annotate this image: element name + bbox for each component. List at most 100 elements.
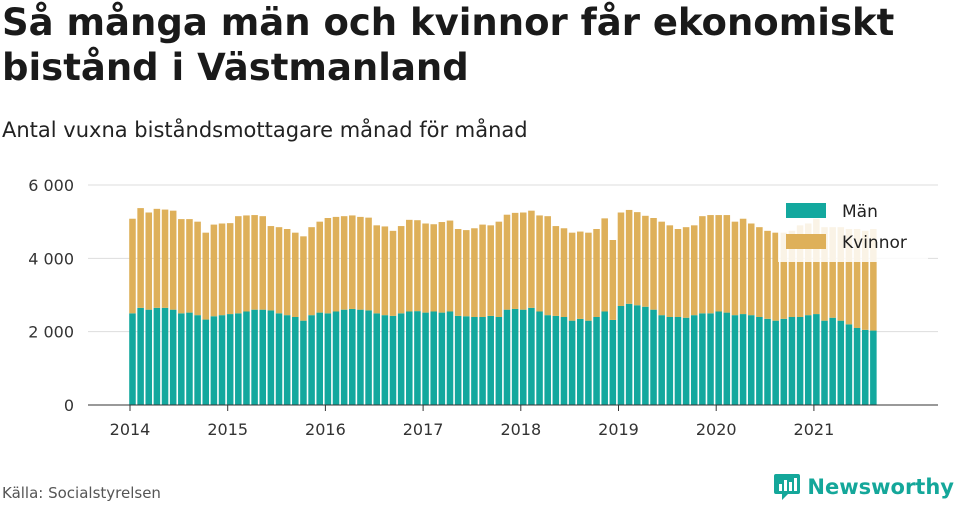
bar-women <box>780 232 788 319</box>
bar-women <box>552 226 560 316</box>
bar-men <box>381 315 389 405</box>
bar-women <box>739 218 747 315</box>
bar-women <box>430 224 437 312</box>
brand-logo: Newsworthy <box>773 472 954 502</box>
x-tick-label: 2017 <box>403 420 444 439</box>
bar-women <box>243 215 250 312</box>
bar-women <box>129 218 136 314</box>
bar-women <box>397 226 405 314</box>
bar-men <box>764 318 771 405</box>
bar-men <box>682 317 690 405</box>
y-tick-label: 4 000 <box>28 249 74 268</box>
bar-women <box>772 232 779 321</box>
bar-men <box>796 317 804 405</box>
bar-women <box>210 224 218 317</box>
bar-women <box>308 227 315 316</box>
bar-men <box>690 315 698 405</box>
bar-women <box>853 229 861 328</box>
bar-men <box>308 315 315 405</box>
bar-men <box>389 315 397 405</box>
x-tick-label: 2019 <box>598 420 639 439</box>
bar-women <box>715 215 722 312</box>
bar-women <box>226 223 234 315</box>
bar-men <box>853 328 861 405</box>
bar-women <box>332 216 340 312</box>
bar-men <box>821 320 828 405</box>
bar-men <box>267 310 275 405</box>
bar-women <box>422 223 429 313</box>
bar-women <box>153 208 161 308</box>
bar-men <box>471 317 478 405</box>
bar-men <box>723 312 731 405</box>
bar-women <box>845 229 853 325</box>
bar-men <box>609 319 617 405</box>
bar-men <box>438 312 446 405</box>
bar-men <box>218 315 226 405</box>
bar-women <box>235 216 242 314</box>
bar-men <box>479 317 486 405</box>
bar-men <box>186 312 193 405</box>
bar-men <box>747 315 755 405</box>
bar-women <box>145 212 153 310</box>
bar-men <box>495 317 503 405</box>
bar-women <box>601 218 608 312</box>
bar-women <box>373 225 380 314</box>
bar-women <box>406 219 413 312</box>
bar-men <box>650 309 657 405</box>
bar-women <box>837 227 845 321</box>
bar-women <box>788 230 796 317</box>
bar-women <box>178 219 185 314</box>
bar-men <box>373 313 380 405</box>
bar-women <box>438 222 446 313</box>
bar-women <box>414 220 421 312</box>
bar-women <box>186 219 193 313</box>
bar-men <box>414 311 421 405</box>
legend-swatch <box>786 203 826 218</box>
bar-men <box>324 313 332 405</box>
bar-women <box>300 236 307 321</box>
bar-men <box>161 307 169 405</box>
bar-women <box>585 232 592 321</box>
bar-women <box>454 229 462 316</box>
chart-title: Så många män och kvinnor får ekonomiskt … <box>2 1 895 89</box>
bar-men <box>292 317 299 405</box>
bar-women <box>796 225 804 317</box>
bar-men <box>446 311 454 405</box>
bar-women <box>259 216 267 310</box>
bar-women <box>511 212 519 309</box>
bar-men <box>463 316 470 405</box>
bar-men <box>487 315 494 405</box>
bar-men <box>813 314 820 405</box>
x-tick-label: 2016 <box>305 420 346 439</box>
bar-men <box>300 320 307 405</box>
bar-men <box>202 319 210 405</box>
bar-men <box>503 309 511 405</box>
bar-men <box>633 305 641 405</box>
brand-name: Newsworthy <box>807 475 954 499</box>
bar-men <box>642 306 649 405</box>
y-tick-label: 2 000 <box>28 323 74 342</box>
newsworthy-logo-icon <box>774 474 801 500</box>
bar-women <box>479 224 486 317</box>
x-tick-label: 2015 <box>207 420 248 439</box>
bar-men <box>357 309 364 405</box>
bar-men <box>194 315 201 405</box>
bar-men <box>243 311 250 405</box>
bar-women <box>870 229 877 331</box>
bar-men <box>454 315 462 405</box>
y-tick-label: 6 000 <box>28 176 74 195</box>
bar-men <box>601 311 608 405</box>
bar-women <box>723 215 731 313</box>
bar-women <box>576 231 584 319</box>
x-tick-label: 2020 <box>696 420 737 439</box>
bar-women <box>169 210 177 310</box>
bar-women <box>283 229 291 316</box>
bars <box>129 208 877 405</box>
bar-men <box>430 311 437 405</box>
bar-women <box>707 215 714 314</box>
bar-men <box>666 317 674 405</box>
bar-men <box>756 317 763 405</box>
legend: Män Kvinnor <box>778 194 928 262</box>
bar-men <box>528 307 535 405</box>
bar-women <box>316 221 323 313</box>
